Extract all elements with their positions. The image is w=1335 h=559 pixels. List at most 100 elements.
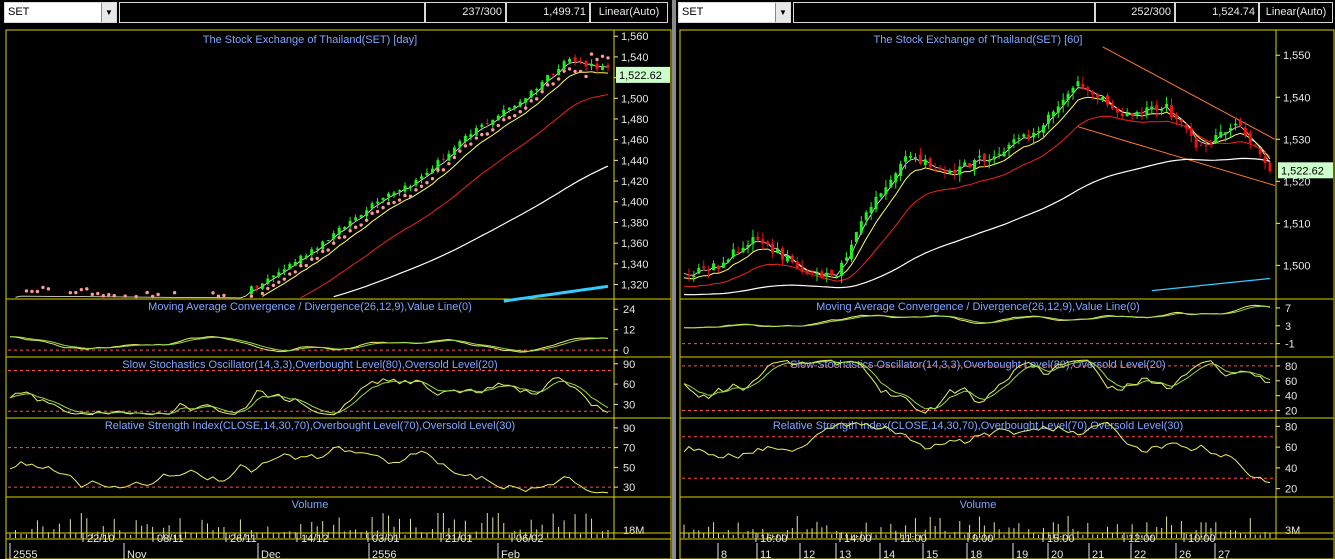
candle-body: [430, 168, 434, 173]
price-tick-label: 1,360: [621, 238, 649, 250]
candle-body: [963, 162, 967, 167]
price-tick-label: 1,340: [621, 259, 649, 271]
candle-body: [904, 156, 908, 162]
sar-dot: [101, 294, 105, 298]
sar-dot: [277, 280, 281, 284]
candle-body: [702, 266, 706, 269]
sar-dot: [359, 223, 363, 227]
right-chart-pane[interactable]: SET ▼ 252/300 1,524.74 Linear(Auto) 1,55…: [676, 0, 1335, 559]
sar-dot: [96, 291, 100, 296]
time-tick-label: 03/01: [372, 533, 400, 545]
candle-body: [348, 220, 352, 227]
stoch-tick-label: 30: [623, 399, 635, 411]
sar-dot: [595, 57, 599, 62]
candle-body: [441, 158, 445, 160]
macd-tick-label: 0: [623, 345, 629, 357]
candle-body: [326, 240, 330, 242]
candle-body: [562, 61, 566, 70]
sar-dot: [150, 294, 155, 299]
left-chart-pane[interactable]: SET ▼ 237/300 1,499.71 Linear(Auto) 1,56…: [0, 0, 672, 559]
right-scale-mode[interactable]: Linear(Auto): [1259, 2, 1333, 23]
candle-body: [354, 217, 358, 221]
pane-splitter[interactable]: [672, 0, 676, 559]
candle-body: [741, 247, 745, 253]
sar-dot: [491, 128, 495, 132]
price-tick-label: 1,320: [621, 280, 649, 292]
chevron-down-icon[interactable]: ▼: [775, 3, 790, 22]
sar-dot: [375, 209, 380, 214]
candle-body: [584, 60, 588, 67]
period-label: 14: [883, 549, 895, 559]
left-info-blank: [119, 2, 425, 23]
period-label: 2555: [13, 549, 37, 559]
sar-dot: [573, 69, 577, 74]
candle-body: [606, 64, 610, 68]
left-chart-canvas[interactable]: 1,5601,5401,5201,5001,4801,4601,4401,420…: [0, 25, 672, 559]
candle-body: [997, 153, 1001, 155]
volume-panel-title: Volume: [292, 499, 329, 511]
candle-body: [879, 193, 883, 197]
candle-body: [299, 255, 303, 264]
sar-dot: [600, 54, 605, 58]
candle-body: [830, 270, 834, 276]
candle-body: [864, 212, 868, 220]
candle-body: [1066, 93, 1070, 101]
sar-dot: [364, 218, 369, 222]
candle-body: [1105, 95, 1109, 105]
sar-dot: [156, 292, 160, 297]
candle-body: [452, 147, 456, 156]
sar-dot: [529, 99, 533, 103]
sar-dot: [299, 263, 303, 268]
price-panel-title: The Stock Exchange of Thailand(SET) [day…: [203, 34, 417, 46]
sar-dot: [414, 188, 418, 192]
candle-body: [447, 153, 451, 161]
time-tick-label: 15:00: [1047, 533, 1075, 545]
candle-body: [376, 201, 380, 204]
panel-border-volume: [679, 496, 1335, 540]
sar-dot: [447, 161, 451, 166]
candle-body: [1214, 134, 1218, 143]
candle-body: [1229, 127, 1233, 131]
sar-dot: [41, 285, 45, 290]
period-label: 13: [839, 549, 851, 559]
left-symbol-select[interactable]: SET ▼: [4, 2, 117, 23]
price-tick-label: 1,380: [621, 217, 649, 229]
period-label: 26: [1179, 549, 1191, 559]
chevron-down-icon[interactable]: ▼: [101, 3, 116, 22]
candle-body: [894, 173, 898, 183]
trend-channel-line: [1077, 126, 1276, 186]
left-last-value: 1,499.71: [506, 2, 590, 23]
candle-body: [1007, 144, 1011, 150]
period-label: 21: [1092, 549, 1104, 559]
time-tick-label: 21/01: [445, 533, 473, 545]
sar-dot: [24, 289, 29, 293]
candle-body: [1071, 87, 1075, 93]
sar-dot: [74, 290, 78, 295]
candle-body: [1061, 99, 1065, 106]
right-chart-canvas[interactable]: 1,550 1,540 1,530 1,520 1,510 1,500 The Stock …: [676, 25, 1335, 559]
sar-dot: [68, 290, 73, 295]
candle-body: [687, 274, 691, 277]
candle-body: [1051, 111, 1055, 117]
sar-dot: [425, 180, 429, 185]
candle-body: [601, 66, 605, 70]
time-tick-label: 9:00: [972, 533, 993, 545]
left-scale-mode[interactable]: Linear(Auto): [590, 2, 668, 23]
sar-dot: [524, 106, 528, 110]
candle-body: [1056, 106, 1060, 113]
candle-body: [381, 197, 385, 200]
candle-body: [321, 241, 325, 250]
candle-body: [1199, 144, 1203, 146]
last-price-tag: [616, 66, 670, 83]
candle-body: [277, 272, 281, 277]
sar-dot: [556, 77, 561, 81]
sar-dot: [282, 277, 287, 281]
rsi-tick-label: 50: [623, 462, 635, 474]
price-tick-label: 1,530: [1283, 134, 1311, 146]
candle-body: [249, 286, 253, 295]
candle-body: [938, 167, 942, 170]
time-tick-label: 26/11: [230, 533, 257, 545]
period-label: Dec: [261, 549, 281, 559]
right-symbol-select[interactable]: SET ▼: [678, 2, 791, 23]
macd-tick-label: 3: [1285, 321, 1291, 333]
